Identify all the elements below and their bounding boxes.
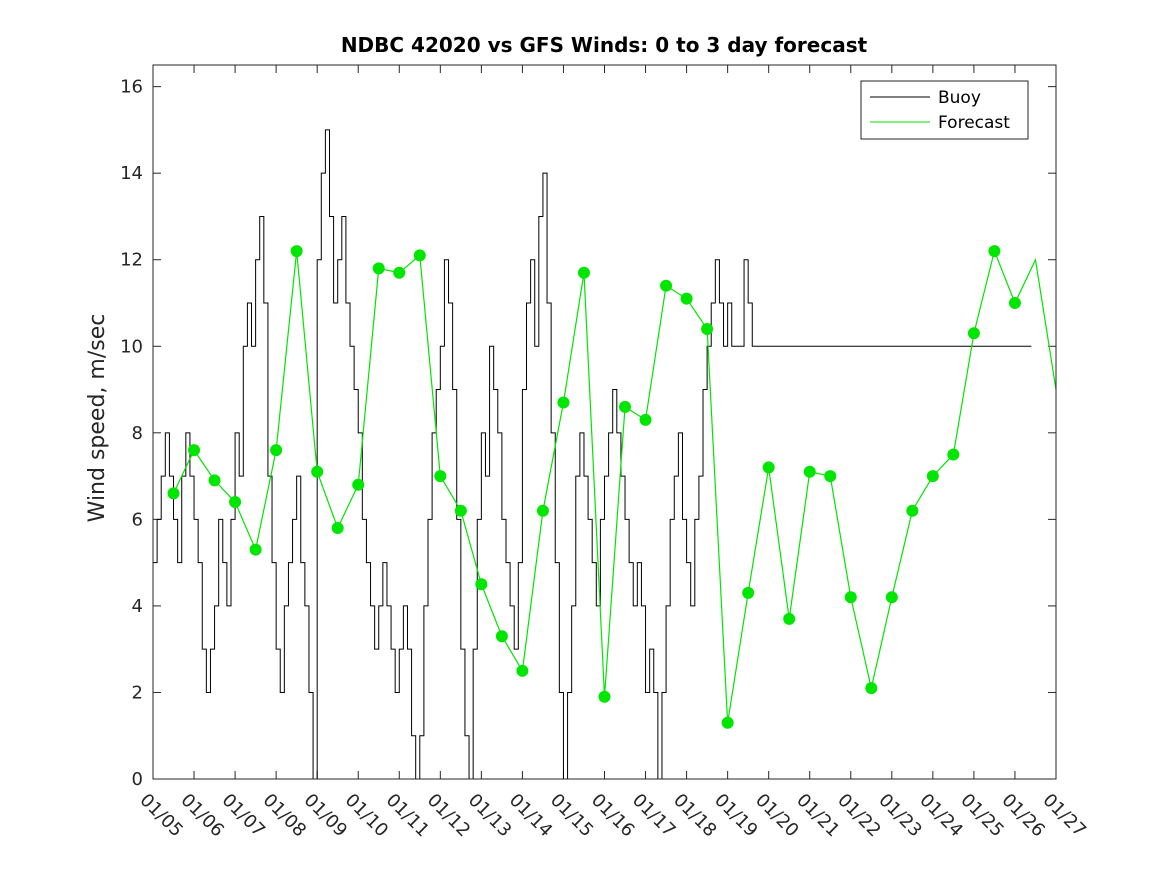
forecast-point bbox=[352, 478, 365, 491]
forecast-point bbox=[680, 292, 693, 305]
y-tick-label: 16 bbox=[120, 77, 143, 98]
forecast-point bbox=[639, 413, 652, 426]
forecast-point bbox=[988, 245, 1001, 258]
forecast-point bbox=[413, 249, 426, 262]
forecast-point bbox=[188, 444, 201, 457]
y-axis-label: Wind speed, m/sec bbox=[85, 314, 110, 523]
y-tick-label: 6 bbox=[132, 509, 143, 530]
forecast-point bbox=[803, 465, 816, 478]
forecast-point bbox=[475, 578, 488, 591]
forecast-point bbox=[577, 266, 590, 279]
forecast-point bbox=[249, 543, 262, 556]
forecast-point bbox=[311, 465, 324, 478]
forecast-point bbox=[926, 470, 939, 483]
forecast-point bbox=[331, 522, 344, 535]
forecast-point bbox=[783, 612, 796, 625]
y-tick-label: 2 bbox=[132, 682, 143, 703]
forecast-point bbox=[885, 591, 898, 604]
forecast-point bbox=[906, 504, 919, 517]
forecast-point bbox=[598, 690, 611, 703]
y-tick-label: 10 bbox=[120, 336, 143, 357]
legend-buoy-label: Buoy bbox=[938, 88, 981, 108]
forecast-point bbox=[495, 630, 508, 643]
forecast-point bbox=[844, 591, 857, 604]
legend-box bbox=[860, 80, 1029, 140]
y-tick-label: 4 bbox=[132, 596, 143, 617]
forecast-point bbox=[454, 504, 467, 517]
forecast-point bbox=[393, 266, 406, 279]
chart-title: NDBC 42020 vs GFS Winds: 0 to 3 day fore… bbox=[341, 33, 868, 57]
forecast-point bbox=[208, 474, 221, 487]
y-tick-label: 0 bbox=[132, 769, 143, 790]
axes-box bbox=[152, 64, 1057, 780]
forecast-point bbox=[434, 470, 447, 483]
y-tick-label: 14 bbox=[120, 163, 143, 184]
legend-forecast-label: Forecast bbox=[938, 113, 1010, 133]
legend: Buoy Forecast bbox=[860, 80, 1029, 140]
forecast-point bbox=[536, 504, 549, 517]
forecast-point bbox=[557, 396, 570, 409]
forecast-point bbox=[619, 400, 632, 413]
forecast-point bbox=[229, 496, 242, 509]
forecast-point bbox=[824, 470, 837, 483]
forecast-point bbox=[167, 487, 180, 500]
forecast-point bbox=[967, 327, 980, 340]
forecast-point bbox=[721, 716, 734, 729]
y-tick-label: 12 bbox=[120, 250, 143, 271]
y-tick-label: 8 bbox=[132, 423, 143, 444]
forecast-point bbox=[660, 279, 673, 292]
forecast-point bbox=[701, 322, 714, 335]
forecast-point bbox=[372, 262, 385, 275]
forecast-series-line bbox=[172, 249, 1057, 723]
forecast-point bbox=[865, 682, 878, 695]
forecast-point bbox=[742, 586, 755, 599]
forecast-point bbox=[762, 461, 775, 474]
forecast-point bbox=[1008, 297, 1021, 309]
forecast-point bbox=[947, 448, 960, 461]
forecast-point bbox=[290, 245, 303, 258]
buoy-series-line bbox=[153, 129, 1032, 780]
forecast-point bbox=[516, 664, 529, 677]
forecast-point bbox=[270, 444, 283, 457]
